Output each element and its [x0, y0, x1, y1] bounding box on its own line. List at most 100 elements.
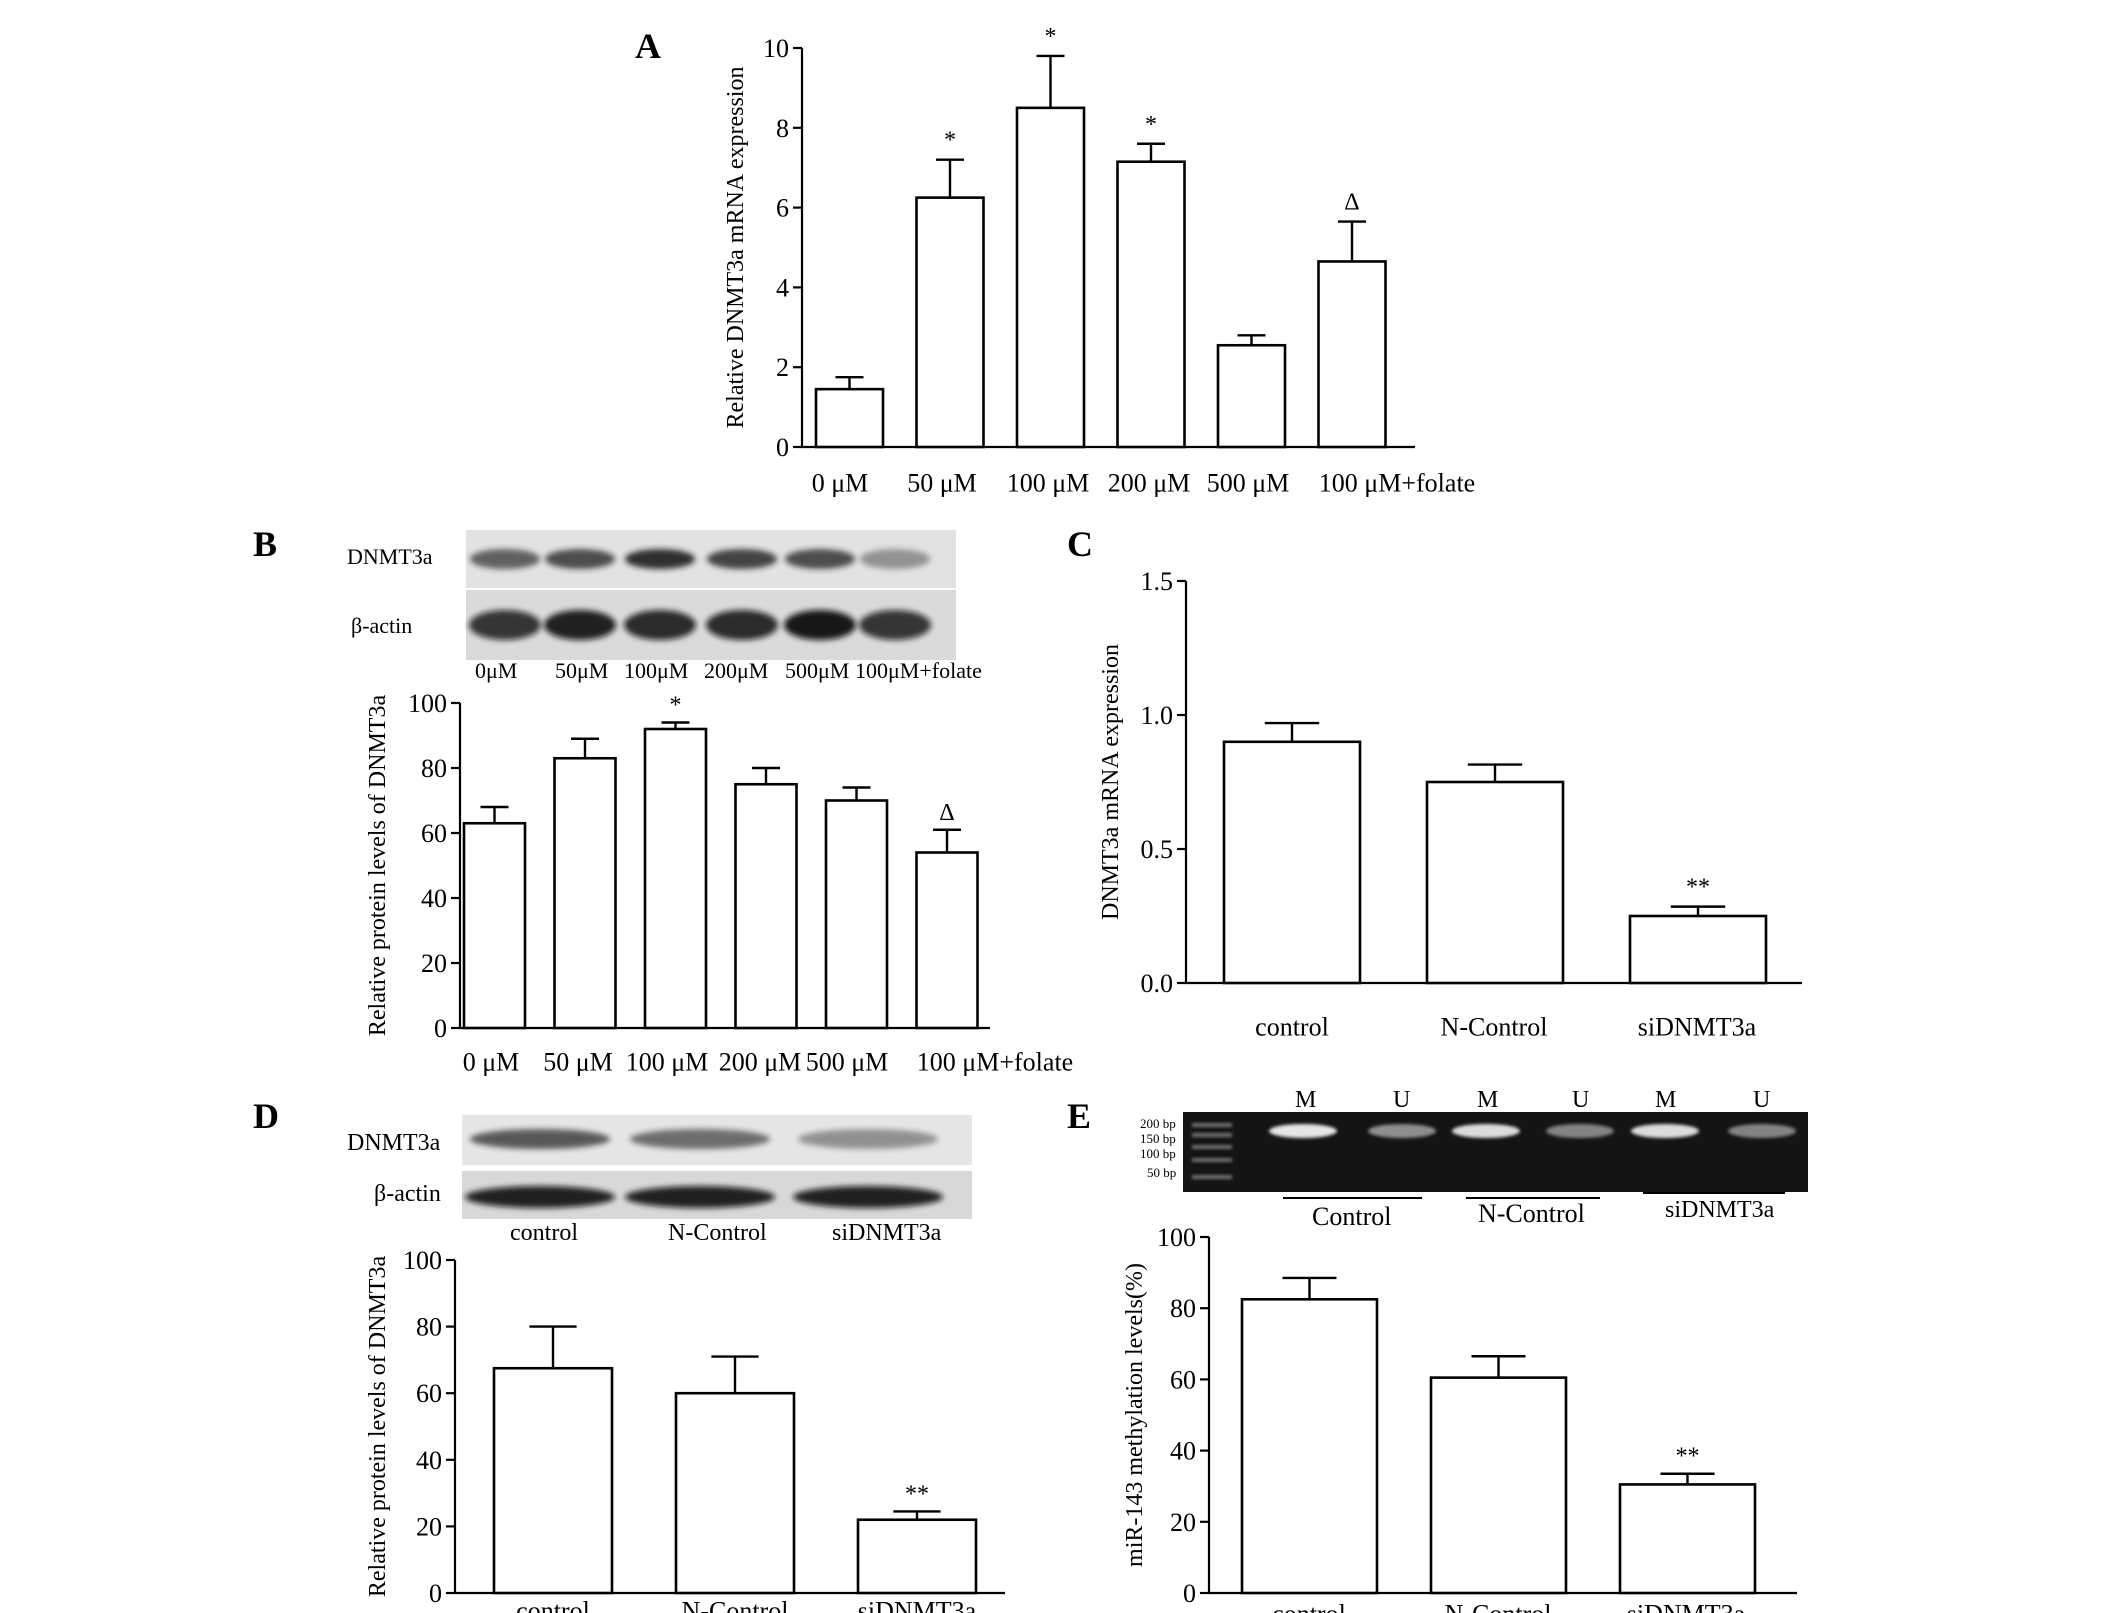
chart-a-error-bar: [1137, 142, 1165, 162]
chart-a-y-tick-label: 2: [776, 353, 789, 382]
chart-b-error-bar: [571, 737, 599, 759]
blot-b-lane-6: 100μM+folate: [855, 658, 982, 683]
blot-b: DNMT3a β-actin 0μM 50μM 100μM 200μM 500μ…: [347, 530, 982, 683]
gel-band: [1269, 1124, 1337, 1138]
chart-c-bar: [1222, 740, 1362, 985]
gel-ladder-band: [1192, 1123, 1232, 1127]
chart-e-error-bar: [1471, 1355, 1526, 1378]
chart-c-error-bar: [1264, 721, 1320, 742]
chart-b-y-tick-label: 100: [408, 689, 447, 718]
chart-b-bar: [462, 821, 527, 1030]
chart-d-y-label: Relative protein levels of DNMT3a: [365, 1256, 391, 1598]
blot-band: [630, 1129, 770, 1149]
chart-a-y-label: Relative DNMT3a mRNA expression: [723, 67, 749, 429]
blot-band: [793, 1186, 943, 1208]
chart-b-y-tick-label: 60: [421, 819, 447, 848]
chart-d-error-bar: [893, 1510, 941, 1520]
chart-b-error-bar: [752, 766, 780, 785]
chart-a-y-tick-label: 6: [776, 194, 789, 223]
chart-d-y-tick-label: 80: [416, 1313, 442, 1342]
chart-d-y-tick-label: 100: [403, 1246, 442, 1275]
chart-a-category-label: 0 μM: [812, 468, 869, 497]
chart-a-y-tick-label: 8: [776, 114, 789, 143]
chart-a-bar: [1216, 343, 1287, 449]
blot-band: [470, 1129, 610, 1149]
chart-b-y-tick-label: 40: [421, 884, 447, 913]
blot-d-lane-1: control: [510, 1220, 578, 1246]
blot-band: [544, 610, 616, 640]
blot-band: [860, 549, 930, 569]
chart-b-category-label: 100 μM+folate: [917, 1047, 1073, 1076]
blot-b-row-dnmt3a: DNMT3a: [347, 544, 433, 569]
chart-a-error-bar: [835, 375, 864, 390]
chart-b-category-label: 200 μM: [719, 1047, 802, 1076]
chart-b-bar: [643, 727, 708, 1030]
panel-letter-c: C: [1067, 524, 1093, 564]
chart-a-significance-mark: *: [1045, 24, 1057, 50]
chart-e-error-bar: [1282, 1276, 1337, 1300]
chart-b-significance-mark: *: [670, 693, 682, 719]
chart-e-bar: [1240, 1298, 1379, 1595]
gel-group-sidnmt3a: siDNMT3a: [1665, 1197, 1775, 1223]
chart-d-bar: [856, 1518, 978, 1595]
gel-lane-u-3: U: [1753, 1087, 1770, 1113]
chart-b-y-tick-label: 80: [421, 754, 447, 783]
chart-e: 0 20 40 60 80 100 miR-143 methylation levels(%…: [1122, 1223, 1797, 1613]
gel-e: M U M U M U 200 bp 150 bp 100 bp 50 bp C…: [1140, 1087, 1808, 1231]
chart-b-significance-mark: Δ: [939, 800, 954, 826]
chart-e-bar: [1429, 1376, 1568, 1595]
chart-e-y-tick-label: 20: [1170, 1508, 1196, 1537]
chart-b-error-bar: [661, 721, 690, 729]
chart-d-category-label: siDNMT3a: [858, 1596, 977, 1613]
chart-a: 0 2 4 6 8 10 Relative DNMT3a mRNA expression 0 …: [723, 24, 1475, 497]
chart-d-category-label: N-Control: [682, 1596, 789, 1613]
blot-band: [784, 610, 856, 640]
chart-a-error-bar: [1237, 334, 1266, 346]
chart-d-y-tick-label: 60: [416, 1379, 442, 1408]
chart-b-bar: [915, 851, 979, 1030]
blot-band: [798, 1129, 938, 1149]
chart-e-y-tick-label: 80: [1170, 1294, 1196, 1323]
chart-e-bar: [1618, 1483, 1757, 1595]
chart-a-bar: [1116, 160, 1186, 449]
chart-a-category-label: 100 μM+folate: [1319, 468, 1475, 497]
blot-band: [706, 610, 778, 640]
blot-b-lane-4: 200μM: [704, 658, 768, 683]
gel-band: [1546, 1124, 1614, 1138]
chart-e-y-tick-label: 40: [1170, 1437, 1196, 1466]
panel-letter-b: B: [253, 524, 277, 564]
gel-lane-m-1: M: [1295, 1087, 1316, 1113]
chart-e-category-label: control: [1272, 1599, 1346, 1613]
gel-ladder-band: [1192, 1145, 1232, 1149]
chart-b-category-label: 500 μM: [806, 1047, 889, 1076]
chart-a-category-label: 50 μM: [907, 468, 977, 497]
blot-band: [625, 549, 695, 569]
chart-d: 0 20 40 60 80 100 Relative protein levels of D…: [365, 1246, 1005, 1613]
blot-band: [707, 549, 777, 569]
chart-d-y-tick-label: 0: [429, 1579, 442, 1608]
chart-d-y-tick-label: 40: [416, 1446, 442, 1475]
chart-c-y-tick-label: 0.5: [1141, 835, 1174, 864]
gel-band: [1368, 1124, 1436, 1138]
gel-band: [1728, 1124, 1796, 1138]
gel-band: [1631, 1124, 1699, 1138]
chart-c-y-tick-label: 0.0: [1141, 969, 1174, 998]
gel-ladder-band: [1192, 1175, 1232, 1179]
gel-lane-m-3: M: [1655, 1087, 1676, 1113]
chart-a-category-label: 500 μM: [1207, 468, 1290, 497]
chart-c-error-bar: [1670, 905, 1726, 916]
chart-b-y-tick-label: 20: [421, 949, 447, 978]
chart-e-error-bar: [1660, 1472, 1715, 1485]
chart-d-error-bar: [529, 1325, 577, 1369]
panel-letter-a: A: [635, 26, 661, 66]
chart-b-category-label: 0 μM: [463, 1047, 520, 1076]
chart-d-significance-mark: **: [905, 1481, 929, 1507]
blot-b-row-actin: β-actin: [351, 613, 412, 638]
blot-d-lane-3: siDNMT3a: [832, 1220, 942, 1246]
chart-b-error-bar: [480, 805, 509, 824]
chart-a-y-tick-label: 4: [776, 273, 789, 302]
chart-e-y-tick-label: 0: [1183, 1579, 1196, 1608]
blot-b-lane-3: 100μM: [624, 658, 688, 683]
chart-c-category-label: N-Control: [1441, 1012, 1548, 1041]
